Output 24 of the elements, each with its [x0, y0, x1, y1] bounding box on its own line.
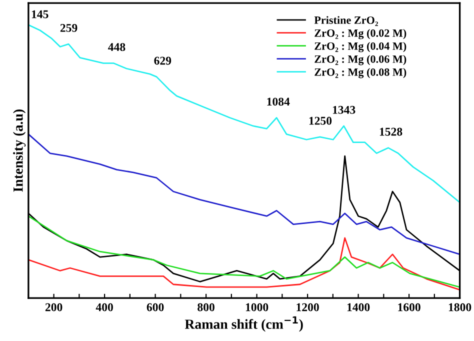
legend-label: ZrO₂ : Mg (0.04 M): [314, 42, 406, 52]
x-tick-label: 800: [198, 303, 214, 312]
x-tick-label: 1400: [347, 303, 370, 312]
annotation: 1343: [332, 106, 356, 114]
annotation: 145: [32, 10, 48, 18]
legend-label: ZrO₂ : Mg (0.02 M): [314, 29, 406, 40]
annotation: 1250: [309, 116, 332, 125]
x-tick-label: 1800: [448, 303, 472, 312]
y-axis-title: Intensity (a.u): [13, 109, 26, 192]
legend-label: ZrO₂ : Mg (0.06 M): [314, 55, 406, 66]
annotation: 259: [60, 24, 78, 32]
x-tick-label: 200: [45, 303, 62, 312]
x-tick-label: 600: [146, 303, 164, 312]
legend-label: Pristine ZrO₂: [314, 16, 378, 26]
x-tick-label: 400: [96, 303, 113, 312]
legend-label: ZrO₂ : Mg (0.08 M): [314, 68, 406, 78]
annotation: 1084: [267, 98, 290, 106]
annotation: 629: [154, 56, 172, 65]
annotation: 1528: [380, 128, 402, 136]
x-axis-title: Raman shift (cm$^{−1}$): [184, 316, 303, 332]
x-tick-label: 1600: [398, 303, 420, 312]
x-tick-label: 1200: [296, 303, 319, 312]
x-tick-label: 1000: [246, 303, 268, 312]
annotation: 448: [108, 43, 126, 52]
